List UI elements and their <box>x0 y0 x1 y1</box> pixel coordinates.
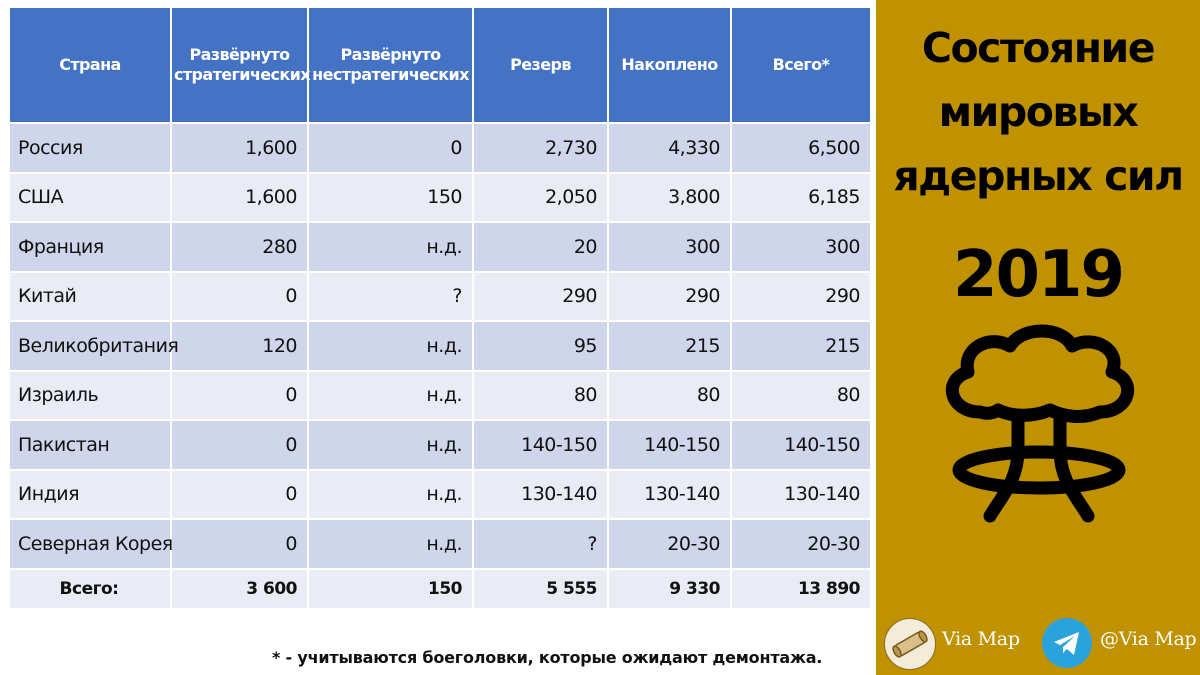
totals-row: Всего: 3 600 150 5 555 9 330 13 890 <box>10 568 870 610</box>
column-header-strategic: Развёрнуто стратегических <box>171 8 311 124</box>
cell-country: США <box>10 172 172 223</box>
panel-year: 2019 <box>952 238 1125 312</box>
table-row: США 1,600 150 2,050 3,800 6,185 <box>10 172 870 223</box>
cell-reserve: 80 <box>473 370 609 421</box>
scroll-map-glyph <box>892 630 928 658</box>
cell-strategic: 0 <box>171 420 309 471</box>
total-cell-total: 13 890 <box>731 568 870 610</box>
cell-strategic: 0 <box>171 519 309 570</box>
cell-total: 20-30 <box>731 519 870 570</box>
mushroom-cloud-icon <box>945 324 1135 523</box>
table-row: Индия 0 н.д. 130-140 130-140 130-140 <box>10 469 870 520</box>
table-row: Израиль 0 н.д. 80 80 80 <box>10 370 870 421</box>
cell-country: Индия <box>10 469 172 520</box>
cell-reserve: 130-140 <box>473 469 609 520</box>
cell-reserve: 95 <box>473 321 609 372</box>
telegram-glyph <box>1054 632 1079 655</box>
total-cell-nonstrategic: 150 <box>308 568 474 610</box>
cell-total: 290 <box>731 271 870 322</box>
cell-reserve: ? <box>473 519 609 570</box>
cell-stockpile: 215 <box>608 321 732 372</box>
cell-strategic: 0 <box>171 370 309 421</box>
telegram-channel-label[interactable]: @Via Map <box>1100 628 1197 650</box>
cell-country: Китай <box>10 271 172 322</box>
cell-stockpile: 80 <box>608 370 732 421</box>
cell-country: Россия <box>10 123 172 174</box>
cell-country: Северная Корея <box>10 519 173 570</box>
table-row: Франция 280 н.д. 20 300 300 <box>10 222 870 273</box>
column-header-reserve: Резерв <box>473 8 609 124</box>
title-panel: Состояние мировых ядерных сил 2019 Via M… <box>876 0 1200 675</box>
cell-stockpile: 20-30 <box>608 519 732 570</box>
logo-area: Via Map @Via Map <box>876 612 1200 675</box>
cell-nonstrategic: 0 <box>308 123 474 174</box>
cell-stockpile: 140-150 <box>608 420 732 471</box>
column-header-stockpile: Накоплено <box>608 8 732 124</box>
cell-nonstrategic: н.д. <box>308 519 474 570</box>
panel-divider <box>870 0 876 675</box>
cell-strategic: 1,600 <box>171 123 309 174</box>
column-header-country: Страна <box>10 8 172 124</box>
cell-total: 80 <box>731 370 870 421</box>
cell-stockpile: 300 <box>608 222 732 273</box>
scroll-map-icon[interactable] <box>884 618 936 670</box>
via-map-label[interactable]: Via Map <box>942 628 1020 650</box>
cell-nonstrategic: н.д. <box>308 222 474 273</box>
total-cell-stockpile: 9 330 <box>608 568 732 610</box>
panel-title-line: мировых <box>938 88 1139 136</box>
table-row: Великобритания 120 н.д. 95 215 215 <box>10 321 870 372</box>
column-header-nonstrategic: Развёрнуто нестратегических <box>308 8 474 124</box>
nuclear-forces-table-wrap: Страна Развёрнуто стратегических Развёрн… <box>10 8 870 610</box>
total-cell-reserve: 5 555 <box>473 568 609 610</box>
nuclear-forces-table: Страна Развёрнуто стратегических Развёрн… <box>10 8 870 610</box>
table-row: Пакистан 0 н.д. 140-150 140-150 140-150 <box>10 420 870 471</box>
cell-total: 140-150 <box>731 420 870 471</box>
telegram-icon[interactable] <box>1042 618 1092 668</box>
cell-strategic: 1,600 <box>171 172 309 223</box>
panel-title: Состояние мировых ядерных сил <box>876 16 1200 208</box>
cell-nonstrategic: 150 <box>308 172 474 223</box>
cell-reserve: 140-150 <box>473 420 609 471</box>
cell-nonstrategic: н.д. <box>308 420 474 471</box>
cell-nonstrategic: н.д. <box>308 370 474 421</box>
footnote: * - учитываются боеголовки, которые ожид… <box>272 648 823 667</box>
table-body: Россия 1,600 0 2,730 4,330 6,500 США 1,600 150 2,… <box>10 123 870 610</box>
cell-country: Великобритания <box>10 321 179 372</box>
cell-stockpile: 290 <box>608 271 732 322</box>
cell-nonstrategic: н.д. <box>308 321 474 372</box>
cell-reserve: 290 <box>473 271 609 322</box>
cell-strategic: 280 <box>171 222 309 273</box>
column-header-total: Всего* <box>731 8 870 124</box>
cell-strategic: 120 <box>171 321 309 372</box>
table-row: Китай 0? 290 290 290 <box>10 271 870 322</box>
cell-total: 6,185 <box>731 172 870 223</box>
table-row: Северная Корея 0 н.д.? 20-30 20-30 <box>10 519 870 570</box>
cell-stockpile: 4,330 <box>608 123 732 174</box>
cell-reserve: 2,050 <box>473 172 609 223</box>
cell-total: 130-140 <box>731 469 870 520</box>
cell-strategic: 0 <box>171 271 309 322</box>
cell-country: Франция <box>10 222 172 273</box>
cell-total: 6,500 <box>731 123 870 174</box>
cell-reserve: 2,730 <box>473 123 609 174</box>
cell-stockpile: 3,800 <box>608 172 732 223</box>
cell-reserve: 20 <box>473 222 609 273</box>
table-header-row: Страна Развёрнуто стратегических Развёрн… <box>10 8 870 124</box>
panel-title-line: Состояние <box>921 24 1156 72</box>
panel-title-line: ядерных сил <box>893 152 1184 200</box>
table-row: Россия 1,600 0 2,730 4,330 6,500 <box>10 123 870 174</box>
total-cell-label: Всего: <box>10 568 172 610</box>
cell-nonstrategic: ? <box>308 271 474 322</box>
cell-country: Пакистан <box>10 420 172 471</box>
cell-country: Израиль <box>10 370 172 421</box>
cell-total: 215 <box>731 321 870 372</box>
total-cell-strategic: 3 600 <box>171 568 309 610</box>
cell-stockpile: 130-140 <box>608 469 732 520</box>
cell-total: 300 <box>731 222 870 273</box>
cell-nonstrategic: н.д. <box>308 469 474 520</box>
cell-strategic: 0 <box>171 469 309 520</box>
